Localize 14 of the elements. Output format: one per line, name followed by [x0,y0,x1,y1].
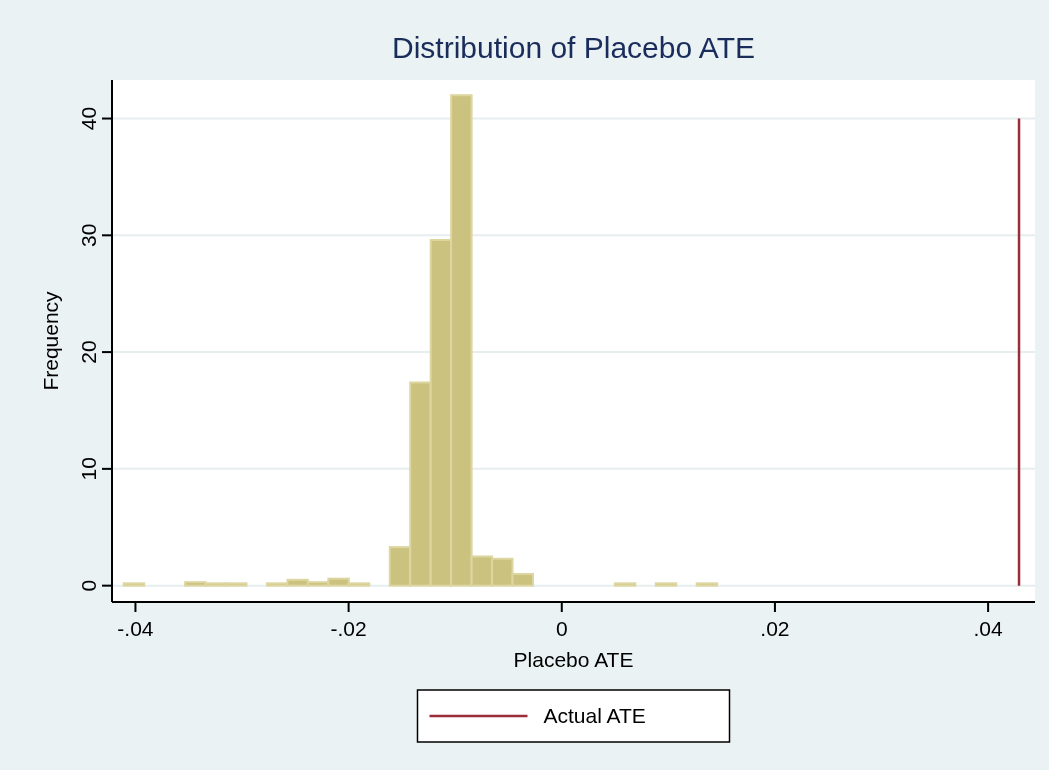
legend-label: Actual ATE [543,704,646,727]
y-axis-title: Frequency [39,290,62,391]
x-axis-title: Placebo ATE [513,648,634,671]
x-tick-label: -.04 [117,617,154,640]
y-tick-label: 40 [77,106,100,131]
chart-title: Distribution of Placebo ATE [392,31,755,64]
x-tick-label: 0 [555,617,568,640]
y-tick-label: 30 [77,223,100,247]
x-tick-label: .04 [973,617,1004,640]
x-tick-label: .02 [760,617,790,640]
y-tick-label: 0 [77,579,100,592]
y-tick-label: 10 [77,457,100,481]
y-tick-label: 20 [77,340,100,364]
x-tick-label: -.02 [330,617,367,640]
